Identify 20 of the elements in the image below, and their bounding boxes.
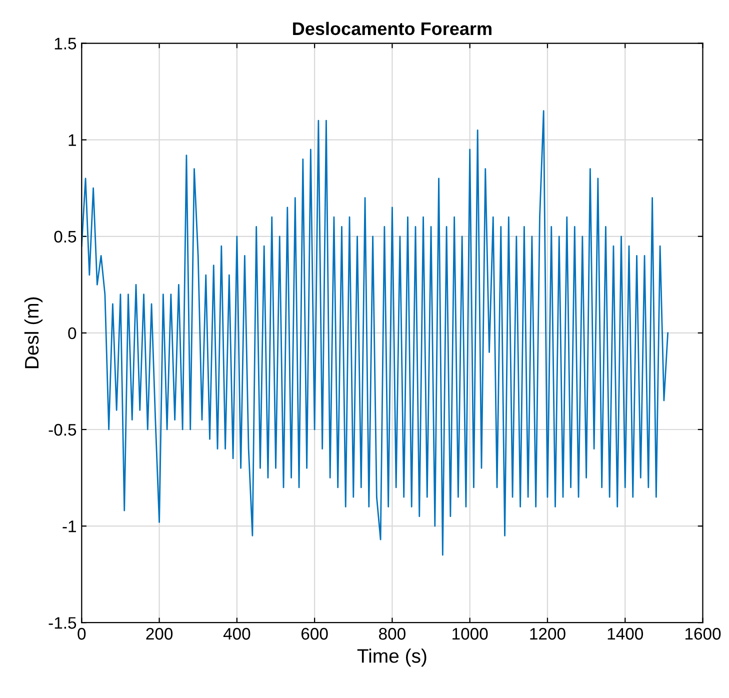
x-axis-title: Time (s) xyxy=(357,648,426,667)
y-tick-label: 0 xyxy=(68,327,76,340)
y-axis-title: Desl (m) xyxy=(24,297,43,368)
x-tick-label: 1000 xyxy=(452,628,488,640)
x-tick-label: 1600 xyxy=(685,628,721,640)
y-tick-label: 0.5 xyxy=(54,230,76,243)
x-tick-label: 200 xyxy=(146,628,173,640)
y-tick-label: 1 xyxy=(68,134,76,146)
x-tick-label: 600 xyxy=(302,628,328,640)
y-tick-label: -1.5 xyxy=(48,617,76,629)
x-tick-label: 1400 xyxy=(608,628,644,640)
x-tick-label: 800 xyxy=(379,628,406,640)
y-tick-label: -0.5 xyxy=(48,424,76,436)
x-tick-label: 400 xyxy=(223,628,250,640)
line-series xyxy=(82,110,669,556)
y-tick-label: 1.5 xyxy=(54,38,76,50)
x-tick-label: 0 xyxy=(78,628,86,640)
chart-title: Deslocamento Forearm xyxy=(293,22,492,36)
y-tick-label: -1 xyxy=(62,520,76,532)
x-tick-label: 1200 xyxy=(530,628,566,640)
